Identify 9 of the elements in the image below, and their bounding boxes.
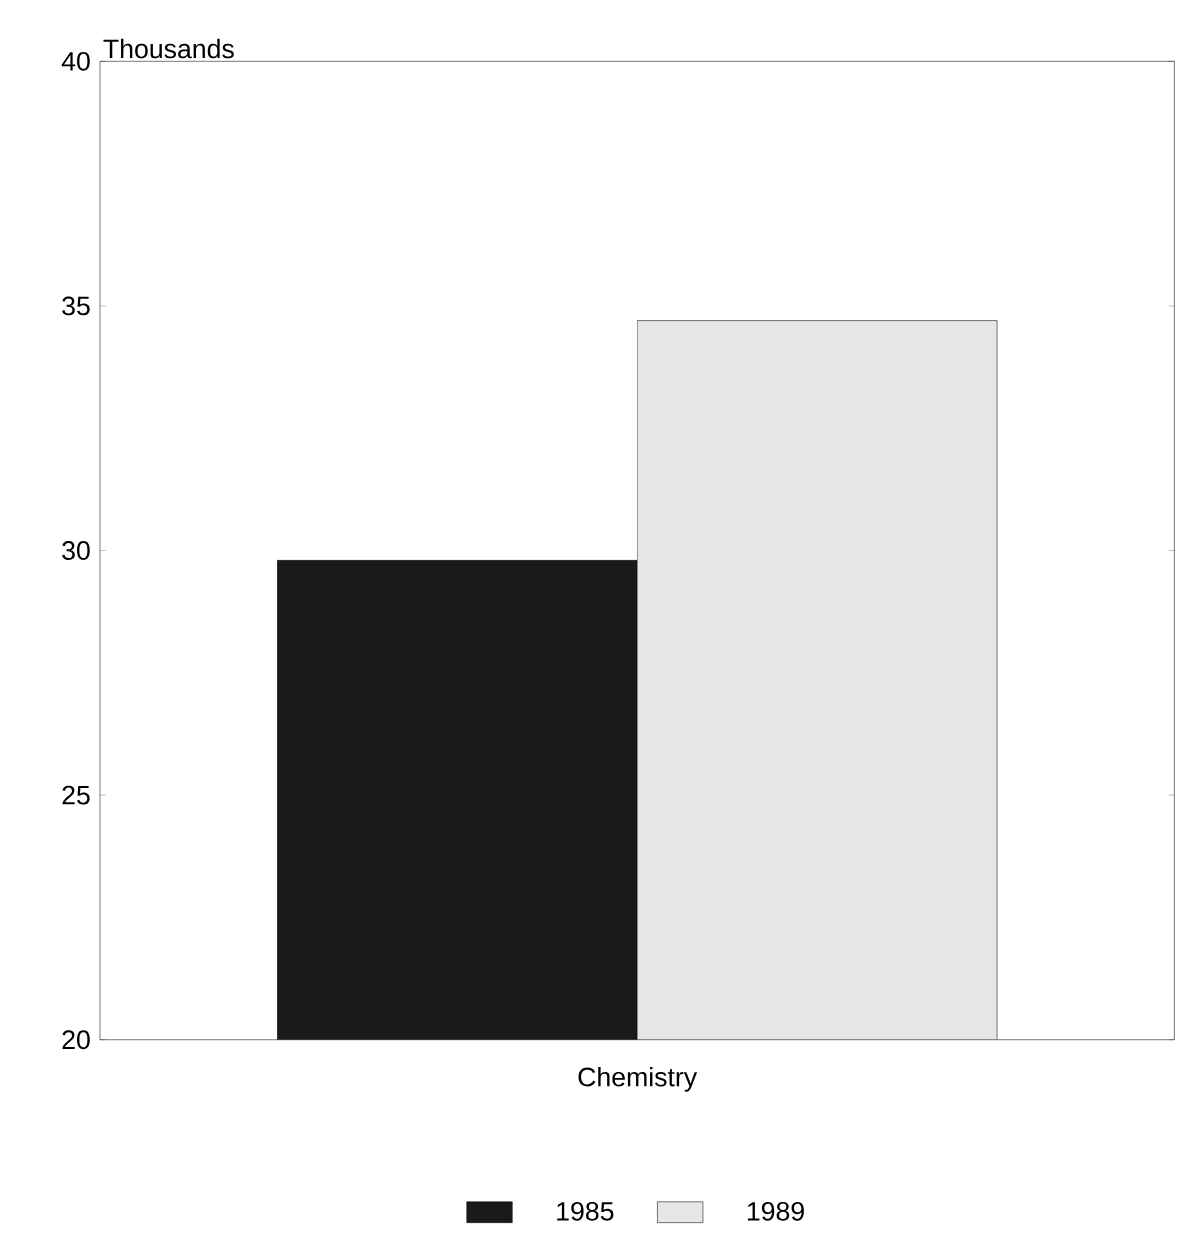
x-axis-title: Chemistry	[578, 1066, 697, 1092]
y-axis-title: Thousands	[103, 38, 234, 59]
y-tick-label: 25	[62, 785, 90, 805]
y-tick-label: 30	[62, 541, 90, 560]
legend-label: 1985	[557, 1201, 614, 1221]
legend-label: 1989	[747, 1201, 804, 1221]
y-tick-label: 40	[61, 51, 90, 71]
y-tick-label: 35	[62, 296, 90, 316]
y-tick-label: 20	[62, 1030, 90, 1050]
